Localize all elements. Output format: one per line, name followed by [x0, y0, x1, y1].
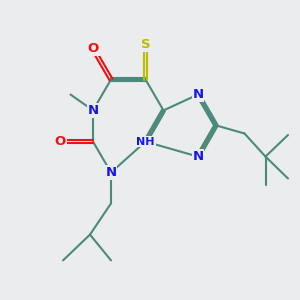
Text: O: O: [54, 135, 66, 148]
Text: O: O: [87, 42, 99, 55]
Text: N: N: [105, 166, 117, 179]
Text: N: N: [192, 150, 204, 163]
Text: N: N: [192, 88, 204, 101]
Text: N: N: [87, 104, 99, 117]
Text: NH: NH: [136, 136, 155, 147]
Text: S: S: [141, 38, 150, 52]
